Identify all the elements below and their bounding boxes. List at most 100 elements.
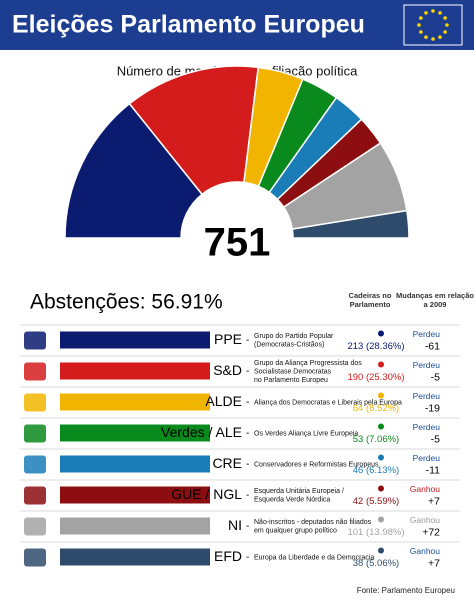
change-value: -5 xyxy=(431,371,440,383)
seat-icon xyxy=(378,330,384,337)
center-disc xyxy=(182,183,292,293)
change-value: +7 xyxy=(428,495,440,507)
seat-count: 53 (7.06%) xyxy=(353,434,399,445)
star xyxy=(431,37,435,41)
party-icon xyxy=(24,393,46,412)
dash: - xyxy=(246,335,249,346)
star xyxy=(431,9,435,13)
party-name: ALDE xyxy=(205,393,242,409)
change-header: Mudanças em relação a 2009 xyxy=(396,291,474,309)
header-bar xyxy=(0,0,474,50)
party-color-bar xyxy=(60,393,210,411)
change-value: +72 xyxy=(422,526,440,538)
party-description: Aliança dos Democratas e Liberais pela E… xyxy=(254,399,402,406)
party-description: Esquerda Verde Nórdica xyxy=(254,497,330,504)
change-status: Ganhou xyxy=(410,546,441,556)
seat-wedge xyxy=(128,65,260,196)
change-value: -61 xyxy=(425,340,440,352)
party-color-bar xyxy=(60,548,210,566)
abstention: Abstenções: 56.91% xyxy=(30,291,223,314)
seat-count: 64 (8.52%) xyxy=(353,403,399,414)
star xyxy=(445,23,449,27)
party-description: Não-inscritos - deputados não filiados xyxy=(254,519,372,526)
star xyxy=(417,23,421,27)
change-status: Perdeu xyxy=(413,391,441,401)
party-description: (Democratas-Cristãos) xyxy=(254,342,324,349)
star xyxy=(424,35,428,39)
seat-wedge xyxy=(64,102,204,239)
party-name: CRE xyxy=(212,455,242,471)
party-name: GUE / NGL xyxy=(171,486,242,502)
party-color-bar xyxy=(60,331,210,349)
change-status: Perdeu xyxy=(413,360,441,370)
source: Fonte: Parlamento Europeu xyxy=(357,586,455,595)
party-color-bar xyxy=(60,362,210,380)
star xyxy=(424,11,428,15)
party-color-bar xyxy=(60,455,210,473)
seat-count: 101 (13.98%) xyxy=(347,527,404,538)
party-description: Europa da Liberdade e da Democracia xyxy=(254,554,374,561)
party-icon xyxy=(24,548,46,567)
star xyxy=(443,16,447,20)
dash: - xyxy=(246,459,249,470)
seats-header: Cadeiras no Parlamento xyxy=(349,291,392,309)
party-description: Grupo da Aliança Progressista dos xyxy=(254,360,362,367)
change-status: Ganhou xyxy=(410,515,441,525)
total-seats: 751 xyxy=(204,221,271,265)
party-name: S&D xyxy=(213,362,242,378)
party-description: Grupo do Partido Popular xyxy=(254,333,334,340)
seat-count: 46 (6.13%) xyxy=(353,465,399,476)
seat-count: 42 (5.59%) xyxy=(353,496,399,507)
seat-icon xyxy=(378,392,384,399)
seat-icon xyxy=(378,547,384,554)
party-icon xyxy=(24,486,46,505)
party-icon xyxy=(24,331,46,350)
party-description: no Parlamento Europeu xyxy=(254,377,328,384)
party-color-bar xyxy=(60,517,210,535)
seat-count: 38 (5.06%) xyxy=(353,558,399,569)
header-title: Eleições Parlamento Europeu xyxy=(12,11,365,39)
star xyxy=(438,11,442,15)
change-value: -19 xyxy=(425,402,440,414)
party-description: em qualquer grupo político xyxy=(254,528,337,535)
change-value: -5 xyxy=(431,433,440,445)
party-color-bar xyxy=(60,486,210,504)
seat-icon xyxy=(378,454,384,461)
dash: - xyxy=(246,552,249,563)
party-icon xyxy=(24,455,46,474)
party-name: Verdes / ALE xyxy=(161,424,242,440)
seat-icon xyxy=(378,423,384,430)
eu-stars xyxy=(417,9,449,41)
seat-count: 213 (28.36%) xyxy=(347,341,404,352)
party-color-bar xyxy=(60,424,210,442)
change-status: Perdeu xyxy=(413,453,441,463)
dash: - xyxy=(246,366,249,377)
party-icon xyxy=(24,517,46,536)
seat-wedge xyxy=(291,209,410,239)
seat-icon xyxy=(378,516,384,523)
party-description: Os Verdes Aliança Livre Europeia xyxy=(254,430,358,437)
party-name: NI xyxy=(228,517,242,533)
change-status: Ganhou xyxy=(410,484,441,494)
dash: - xyxy=(246,397,249,408)
change-value: +7 xyxy=(428,557,440,569)
star xyxy=(438,35,442,39)
seat-icon xyxy=(378,485,384,492)
dash: - xyxy=(246,490,249,501)
party-name: EFD xyxy=(214,548,242,564)
seat-icon xyxy=(378,361,384,368)
star xyxy=(419,30,423,34)
party-name: PPE xyxy=(214,331,242,347)
change-status: Perdeu xyxy=(413,422,441,432)
seat-count: 190 (25.30%) xyxy=(347,372,404,383)
change-status: Perdeu xyxy=(413,329,441,339)
party-icon xyxy=(24,424,46,443)
change-value: -11 xyxy=(426,464,441,476)
party-icon xyxy=(24,362,46,381)
party-description: Conservadores e Reformistas Europeus xyxy=(254,461,379,468)
dash: - xyxy=(246,521,249,532)
party-description: Socialistase Democratas xyxy=(254,368,332,375)
dash: - xyxy=(246,428,249,439)
star xyxy=(419,16,423,20)
